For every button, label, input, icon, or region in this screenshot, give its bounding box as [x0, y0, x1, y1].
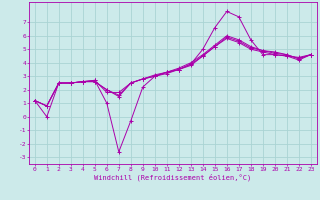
- X-axis label: Windchill (Refroidissement éolien,°C): Windchill (Refroidissement éolien,°C): [94, 173, 252, 181]
